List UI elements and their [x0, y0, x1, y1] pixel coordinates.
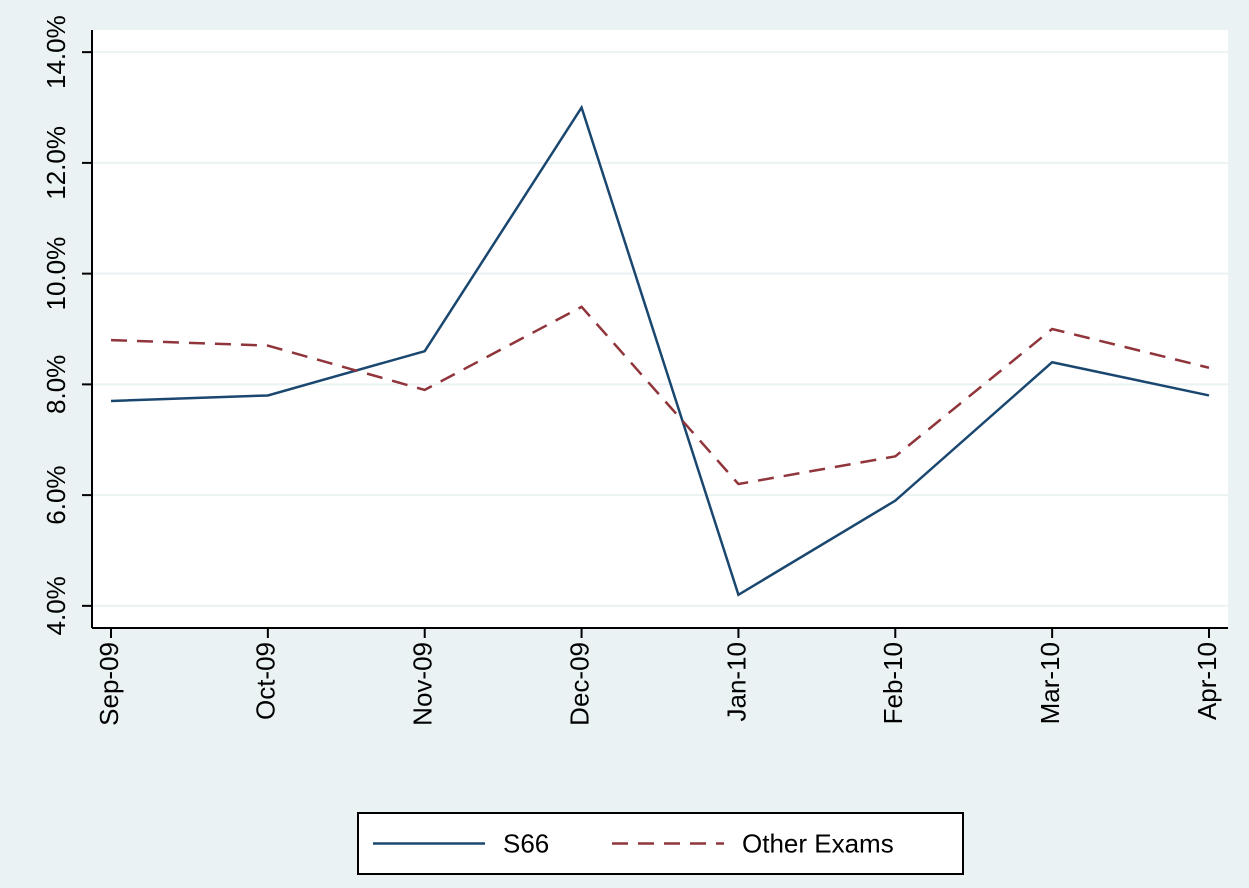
- y-tick-label: 8.0%: [41, 355, 71, 414]
- x-tick-label: Feb-10: [878, 642, 908, 724]
- legend-label: S66: [503, 828, 549, 858]
- x-tick-label: Dec-09: [564, 642, 594, 726]
- series-line: [110, 104, 1210, 597]
- y-tick-label: 4.0%: [41, 576, 71, 635]
- y-tick-label: 14.0%: [41, 15, 71, 89]
- x-tick-label: Apr-10: [1192, 642, 1222, 720]
- x-tick-label: Sep-09: [94, 642, 124, 726]
- y-tick-label: 12.0%: [41, 126, 71, 200]
- x-tick-label: Jan-10: [721, 642, 751, 722]
- series-line: [110, 305, 1210, 486]
- x-tick-label: Oct-09: [251, 642, 281, 720]
- x-tick-label: Nov-09: [408, 642, 438, 726]
- plot-area: [92, 30, 1228, 628]
- y-tick-label: 6.0%: [41, 465, 71, 524]
- x-tick-label: Mar-10: [1035, 642, 1065, 724]
- y-tick-label: 10.0%: [41, 237, 71, 311]
- legend-label: Other Exams: [742, 828, 894, 858]
